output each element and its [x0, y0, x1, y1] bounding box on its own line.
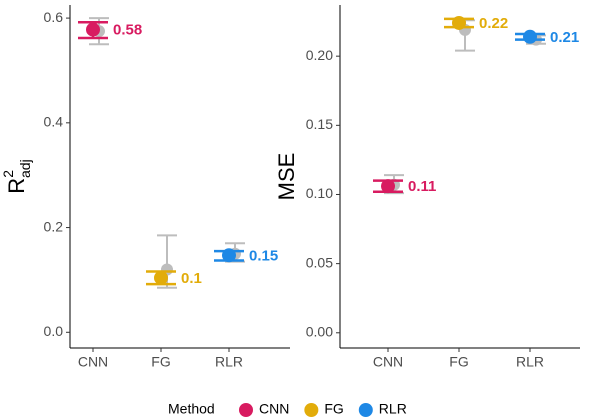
- legend-label: RLR: [379, 401, 407, 417]
- y-tick-label: 0.4: [44, 114, 64, 130]
- value-label: 0.1: [181, 270, 202, 287]
- y-tick-label: 0.2: [44, 218, 64, 234]
- value-label: 0.15: [249, 247, 278, 264]
- y-label-base: MSE: [274, 153, 299, 201]
- y-label-base: R: [4, 178, 29, 194]
- x-tick-label: RLR: [215, 354, 243, 370]
- y-tick-label: 0.0: [44, 323, 64, 339]
- y-tick-label: 0.6: [44, 9, 64, 25]
- y-tick-label: 0.00: [306, 323, 333, 339]
- point: [86, 22, 100, 37]
- point: [381, 179, 395, 194]
- x-tick-label: CNN: [373, 354, 403, 370]
- y-label-sup: 2: [0, 170, 16, 178]
- y-tick-label: 0.05: [306, 254, 333, 270]
- value-label: 0.22: [479, 15, 508, 32]
- legend-swatch: [239, 403, 253, 417]
- x-tick-label: RLR: [516, 354, 544, 370]
- legend-label: FG: [324, 401, 343, 417]
- point: [452, 15, 466, 30]
- y-tick-label: 0.15: [306, 116, 333, 132]
- point: [154, 270, 168, 285]
- value-label: 0.58: [113, 22, 142, 39]
- y-tick-label: 0.20: [306, 47, 333, 63]
- legend-title: Method: [168, 401, 215, 417]
- x-tick-label: CNN: [78, 354, 108, 370]
- value-label: 0.21: [550, 29, 579, 46]
- x-tick-label: FG: [151, 354, 170, 370]
- legend-label: CNN: [259, 401, 289, 417]
- y-label-sub: adj: [17, 159, 33, 178]
- legend-swatch: [304, 403, 319, 417]
- y-axis-label: MSE: [274, 153, 299, 201]
- legend-swatch: [358, 403, 373, 417]
- y-tick-label: 0.10: [306, 185, 333, 201]
- value-label: 0.11: [408, 178, 436, 195]
- point: [523, 29, 537, 44]
- x-tick-label: FG: [449, 354, 468, 370]
- point: [222, 248, 236, 263]
- y-axis-label: R2adj: [0, 159, 33, 193]
